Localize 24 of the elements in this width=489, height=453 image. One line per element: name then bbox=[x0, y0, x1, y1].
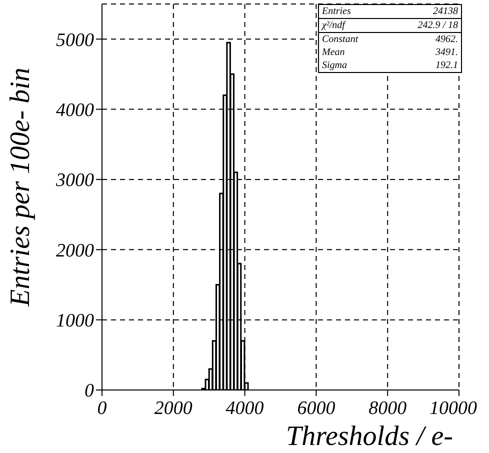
annotation: 192.1 bbox=[434, 60, 458, 71]
annotation: Entries bbox=[322, 6, 352, 17]
annotation: Mean bbox=[322, 47, 346, 58]
annotation: Constant bbox=[322, 34, 360, 45]
y-tick-label: 2000 bbox=[56, 240, 94, 262]
x-tick-label: 4000 bbox=[226, 398, 264, 419]
y-tick-label: 5000 bbox=[56, 30, 94, 51]
y-tick-label: 4000 bbox=[56, 100, 94, 122]
x-tick-label: 2000 bbox=[154, 398, 193, 419]
y-tick-label: 1000 bbox=[56, 310, 94, 332]
x-tick-label: 10000 bbox=[430, 398, 478, 419]
x-tick-label: 8000 bbox=[368, 398, 408, 419]
x-tick-label: 0 bbox=[97, 398, 108, 419]
y-tick-label: 3000 bbox=[55, 170, 94, 192]
x-axis-title: Thresholds / e- bbox=[286, 421, 453, 452]
annotation: Sigma bbox=[322, 60, 348, 71]
annotation: 24138 bbox=[432, 6, 458, 17]
y-tick-label: 0 bbox=[84, 380, 94, 402]
y-axis-title: Entries per 100e- bin bbox=[4, 68, 36, 308]
annotation: 242.9 / 18 bbox=[416, 20, 458, 31]
annotation: 4962. bbox=[434, 34, 458, 45]
annotation: χ²/ndf bbox=[322, 20, 347, 31]
x-tick-label: 6000 bbox=[297, 398, 336, 419]
annotation: 3491. bbox=[434, 47, 458, 58]
